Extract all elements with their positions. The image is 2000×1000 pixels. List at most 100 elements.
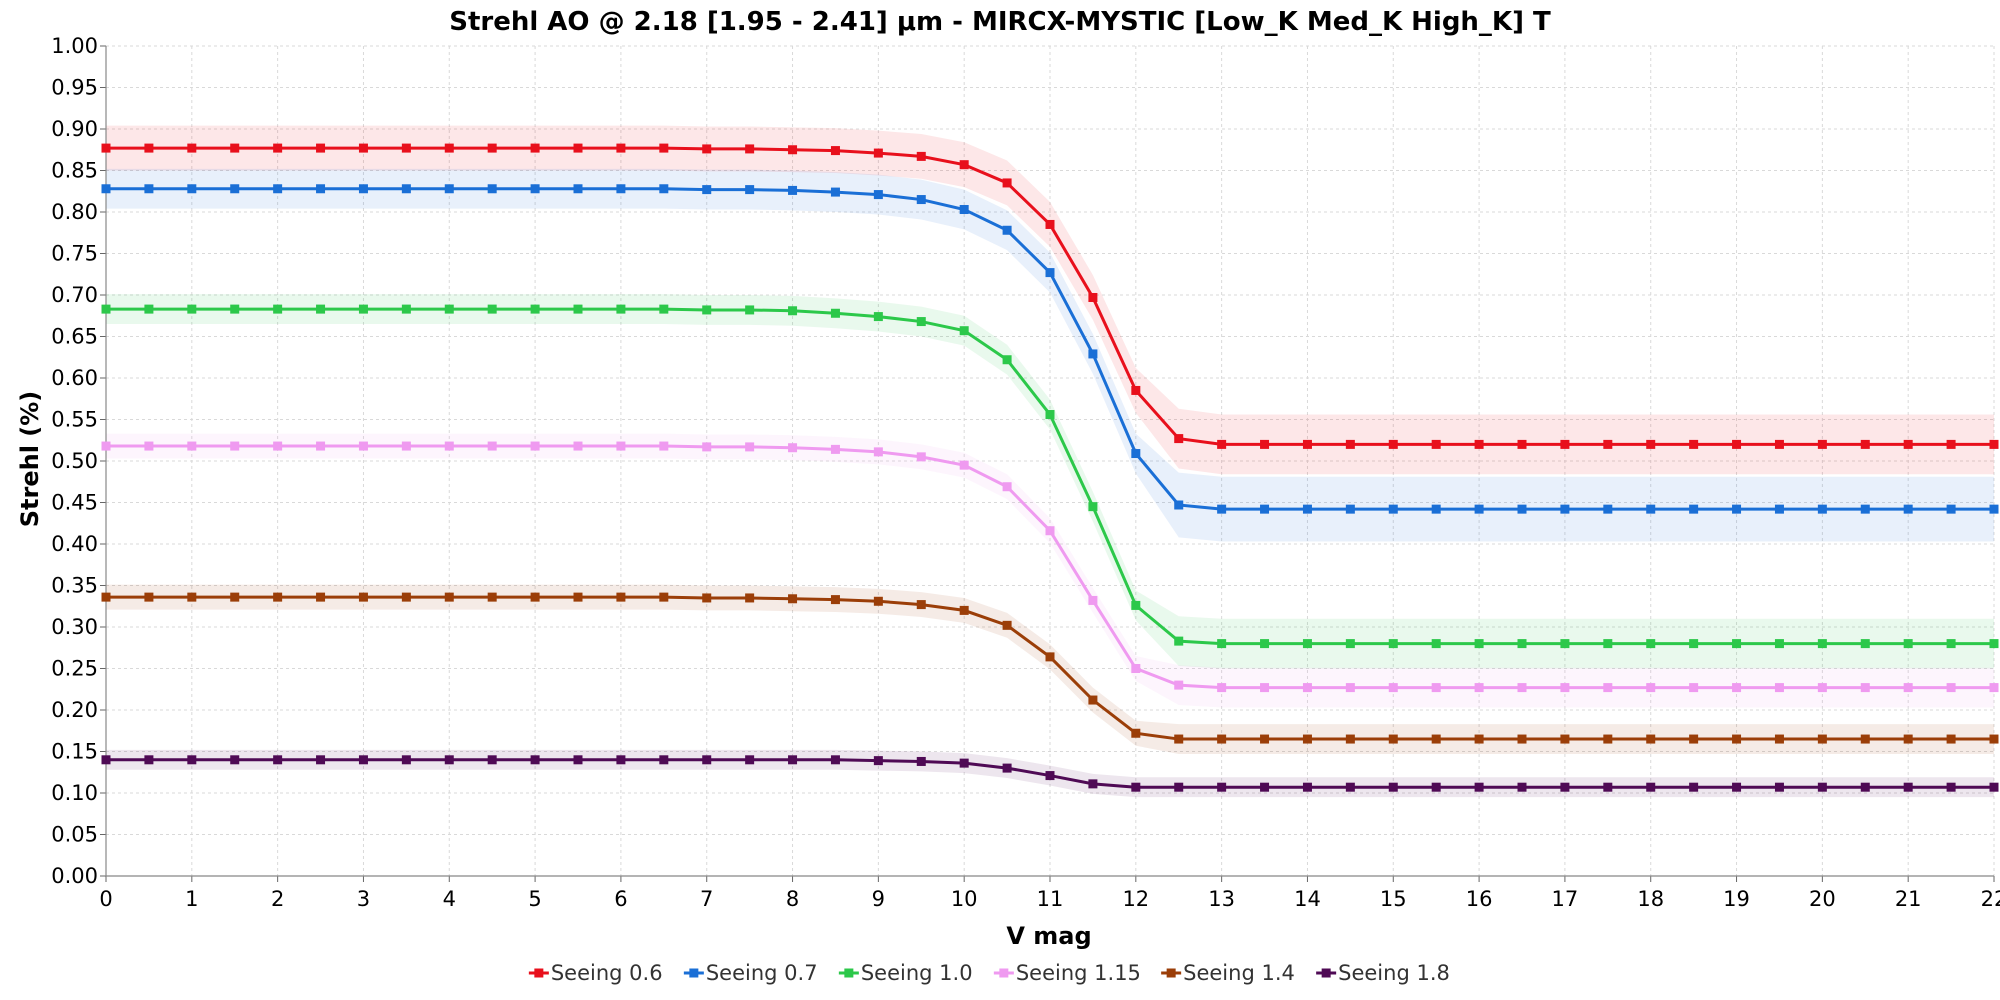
- data-point: [959, 326, 969, 336]
- x-tick-label: 6: [614, 887, 627, 911]
- data-point: [702, 755, 712, 765]
- data-point: [1646, 439, 1656, 449]
- data-point: [230, 441, 240, 451]
- data-point: [444, 592, 454, 602]
- y-tick-label: 0.95: [51, 76, 98, 100]
- x-tick-label: 18: [1637, 887, 1664, 911]
- x-tick-label: 5: [528, 887, 541, 911]
- y-tick-label: 0.50: [51, 449, 98, 473]
- data-point: [1431, 734, 1441, 744]
- data-point: [101, 755, 111, 765]
- x-tick-label: 3: [357, 887, 370, 911]
- series-4: [101, 441, 1999, 693]
- data-point: [1603, 639, 1613, 649]
- chart-title: Strehl AO @ 2.18 [1.95 - 2.41] μm - MIRC…: [449, 7, 1551, 37]
- data-point: [959, 758, 969, 768]
- data-point: [1174, 680, 1184, 690]
- x-tick-label: 19: [1723, 887, 1750, 911]
- data-point: [401, 592, 411, 602]
- data-point: [1260, 683, 1270, 693]
- x-tick-label: 20: [1809, 887, 1836, 911]
- axis-layer: 0123456789101112131415161718192021220.00…: [51, 34, 2000, 911]
- data-point: [1302, 734, 1312, 744]
- x-tick-label: 9: [872, 887, 885, 911]
- data-point: [1817, 683, 1827, 693]
- data-point: [616, 441, 626, 451]
- data-point: [1002, 620, 1012, 630]
- data-point: [1045, 771, 1055, 781]
- x-tick-label: 16: [1466, 887, 1493, 911]
- x-tick-label: 11: [1037, 887, 1064, 911]
- data-point: [1817, 734, 1827, 744]
- data-point: [1131, 385, 1141, 395]
- data-point: [1260, 734, 1270, 744]
- data-point: [101, 592, 111, 602]
- y-tick-label: 0.10: [51, 781, 98, 805]
- data-point: [273, 592, 283, 602]
- data-point: [1946, 639, 1956, 649]
- data-point: [659, 184, 669, 194]
- data-point: [1088, 292, 1098, 302]
- data-point: [702, 305, 712, 315]
- data-point: [1560, 734, 1570, 744]
- data-point: [1817, 639, 1827, 649]
- data-point: [830, 308, 840, 318]
- data-point: [1002, 178, 1012, 188]
- data-point: [830, 755, 840, 765]
- data-point: [1388, 683, 1398, 693]
- data-point: [1689, 782, 1699, 792]
- data-point: [1732, 439, 1742, 449]
- data-point: [1646, 639, 1656, 649]
- data-point: [616, 143, 626, 153]
- series-layer: [101, 143, 1999, 792]
- data-point: [187, 184, 197, 194]
- data-point: [916, 452, 926, 462]
- data-point: [873, 190, 883, 200]
- y-tick-label: 0.35: [51, 574, 98, 598]
- data-point: [1774, 504, 1784, 514]
- data-point: [444, 304, 454, 314]
- data-point: [1345, 782, 1355, 792]
- data-point: [1474, 504, 1484, 514]
- data-point: [788, 145, 798, 155]
- y-axis-label: Strehl (%): [16, 391, 44, 528]
- data-point: [1260, 639, 1270, 649]
- legend-item: Seeing 0.6: [528, 961, 663, 985]
- data-point: [530, 184, 540, 194]
- data-point: [487, 184, 497, 194]
- y-tick-label: 0.20: [51, 698, 98, 722]
- data-point: [358, 184, 368, 194]
- data-point: [830, 595, 840, 605]
- data-point: [1174, 434, 1184, 444]
- data-point: [1388, 504, 1398, 514]
- legend-label: Seeing 0.6: [551, 961, 663, 985]
- data-point: [788, 755, 798, 765]
- data-point: [1946, 439, 1956, 449]
- y-tick-label: 0.90: [51, 117, 98, 141]
- series-1: [101, 143, 1999, 449]
- data-point: [444, 755, 454, 765]
- data-point: [1260, 782, 1270, 792]
- data-point: [1217, 734, 1227, 744]
- data-point: [1603, 782, 1613, 792]
- data-point: [1989, 639, 1999, 649]
- data-point: [1560, 683, 1570, 693]
- x-tick-label: 17: [1552, 887, 1579, 911]
- data-point: [1260, 504, 1270, 514]
- data-point: [316, 592, 326, 602]
- data-point: [530, 755, 540, 765]
- data-point: [230, 592, 240, 602]
- data-point: [101, 304, 111, 314]
- data-point: [573, 592, 583, 602]
- data-point: [916, 317, 926, 327]
- data-point: [1603, 683, 1613, 693]
- data-point: [830, 444, 840, 454]
- data-point: [1817, 782, 1827, 792]
- data-point: [487, 592, 497, 602]
- data-point: [1174, 636, 1184, 646]
- data-point: [1345, 734, 1355, 744]
- y-tick-label: 1.00: [51, 34, 98, 58]
- data-point: [1560, 782, 1570, 792]
- data-point: [358, 441, 368, 451]
- data-point: [1002, 763, 1012, 773]
